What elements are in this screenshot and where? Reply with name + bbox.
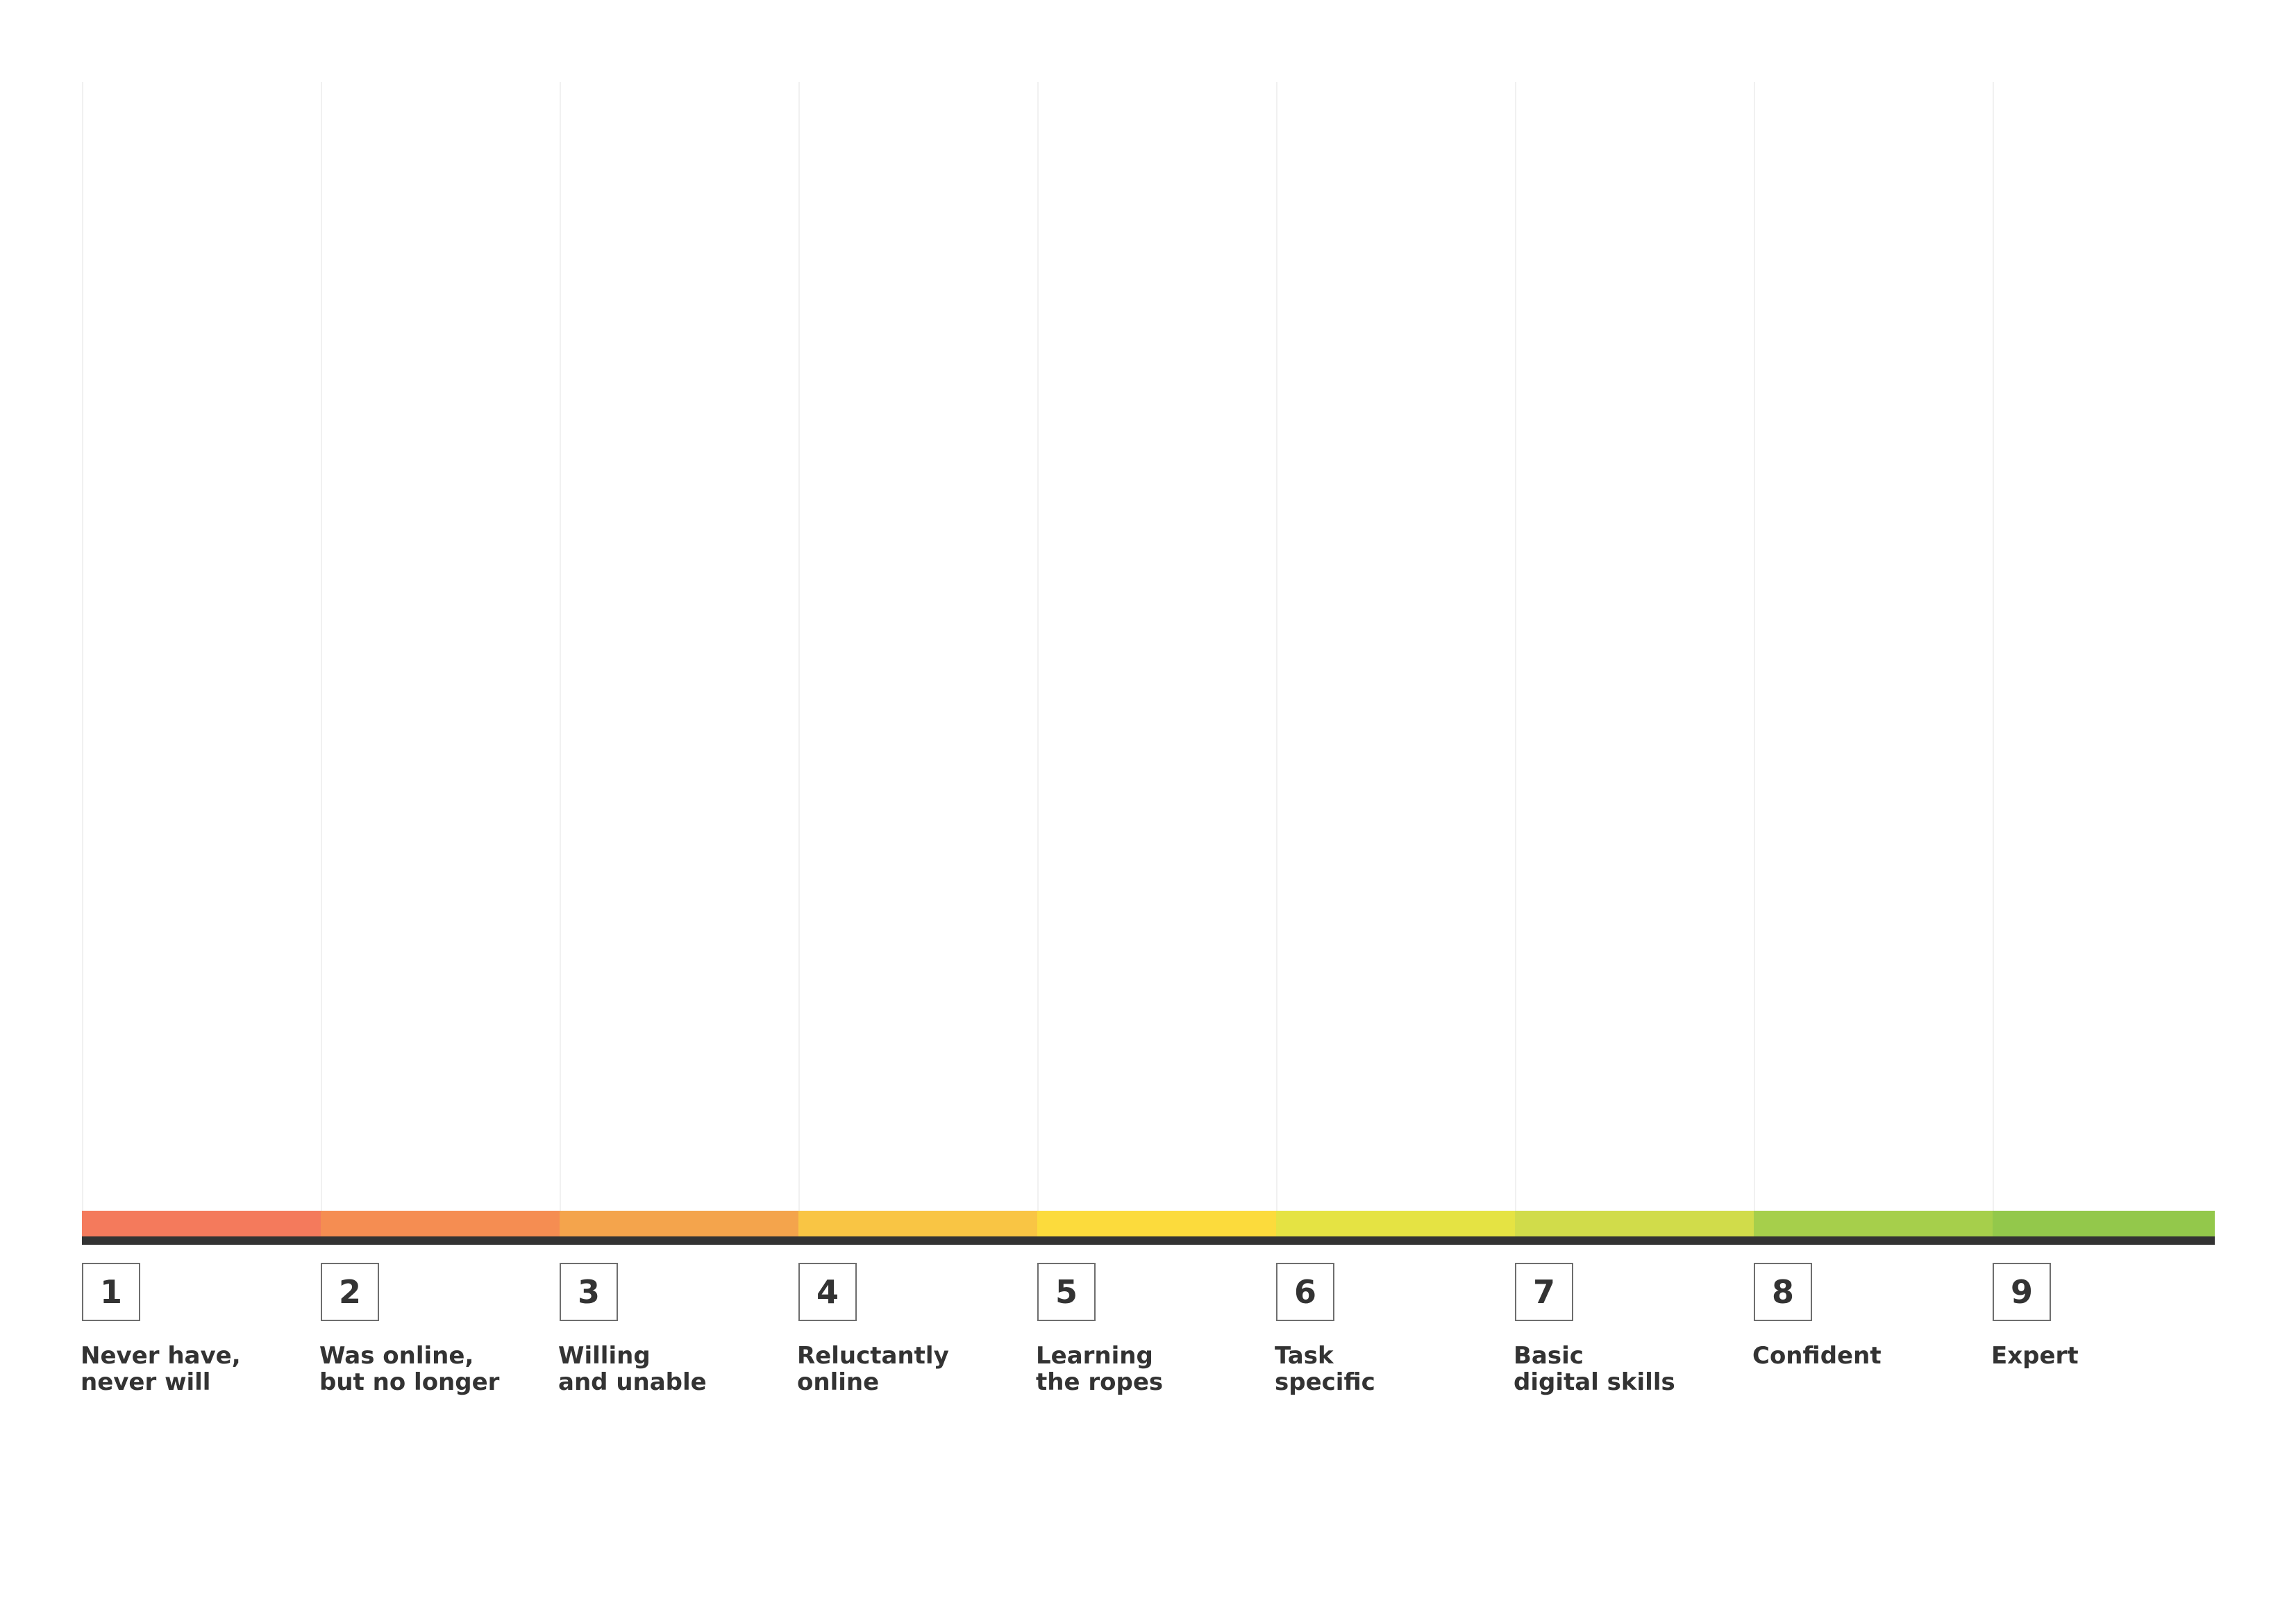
- step-label-4: Reluctantly online: [797, 1343, 1026, 1395]
- guide-line-6: [1276, 82, 1277, 1211]
- step-label-3-line1: Willing: [558, 1342, 651, 1370]
- step-label-2-line2: but no longer: [319, 1368, 500, 1396]
- step-label-1-line2: never will: [81, 1368, 211, 1396]
- step-label-1-line1: Never have,: [81, 1342, 241, 1370]
- color-band-7: [1515, 1211, 1754, 1236]
- guide-line-3: [560, 82, 561, 1211]
- step-label-3: Willing and unable: [558, 1343, 787, 1395]
- guide-line-8: [1754, 82, 1755, 1211]
- step-number-3: 3: [560, 1263, 618, 1321]
- color-band-5: [1037, 1211, 1276, 1236]
- step-label-8-line1: Confident: [1752, 1342, 1882, 1370]
- step-label-4-line2: online: [797, 1368, 880, 1396]
- guide-line-2: [321, 82, 322, 1211]
- guide-line-4: [798, 82, 800, 1211]
- step-number-6: 6: [1276, 1263, 1334, 1321]
- step-number-4: 4: [798, 1263, 857, 1321]
- guide-line-7: [1515, 82, 1516, 1211]
- color-band-4: [798, 1211, 1037, 1236]
- step-number-5: 5: [1037, 1263, 1096, 1321]
- step-label-2: Was online, but no longer: [319, 1343, 548, 1395]
- step-number-1: 1: [82, 1263, 140, 1321]
- step-label-7-line1: Basic: [1514, 1342, 1584, 1370]
- color-band-1: [82, 1211, 321, 1236]
- step-label-3-line2: and unable: [558, 1368, 707, 1396]
- step-number-9: 9: [1993, 1263, 2051, 1321]
- color-band-8: [1754, 1211, 1993, 1236]
- guide-line-1: [82, 82, 83, 1211]
- step-number-7: 7: [1515, 1263, 1573, 1321]
- step-label-5-line1: Learning: [1036, 1342, 1153, 1370]
- step-label-1: Never have, never will: [81, 1343, 310, 1395]
- color-band-2: [321, 1211, 560, 1236]
- scale-baseline: [82, 1236, 2215, 1245]
- step-number-2: 2: [321, 1263, 379, 1321]
- step-label-6-line1: Task: [1275, 1342, 1334, 1370]
- color-band-6: [1276, 1211, 1515, 1236]
- step-label-5-line2: the ropes: [1036, 1368, 1164, 1396]
- guide-line-9: [1993, 82, 1994, 1211]
- step-label-6: Task specific: [1275, 1343, 1504, 1395]
- step-number-8: 8: [1754, 1263, 1812, 1321]
- color-band-9: [1993, 1211, 2215, 1236]
- step-label-6-line2: specific: [1275, 1368, 1375, 1396]
- color-band-3: [560, 1211, 798, 1236]
- step-label-2-line1: Was online,: [319, 1342, 474, 1370]
- step-label-7-line2: digital skills: [1514, 1368, 1675, 1396]
- guide-line-5: [1037, 82, 1039, 1211]
- step-label-8: Confident: [1752, 1343, 1981, 1369]
- step-label-4-line1: Reluctantly: [797, 1342, 949, 1370]
- step-label-9-line1: Expert: [1991, 1342, 2079, 1370]
- step-label-7: Basic digital skills: [1514, 1343, 1743, 1395]
- step-label-9: Expert: [1991, 1343, 2220, 1369]
- step-label-5: Learning the ropes: [1036, 1343, 1265, 1395]
